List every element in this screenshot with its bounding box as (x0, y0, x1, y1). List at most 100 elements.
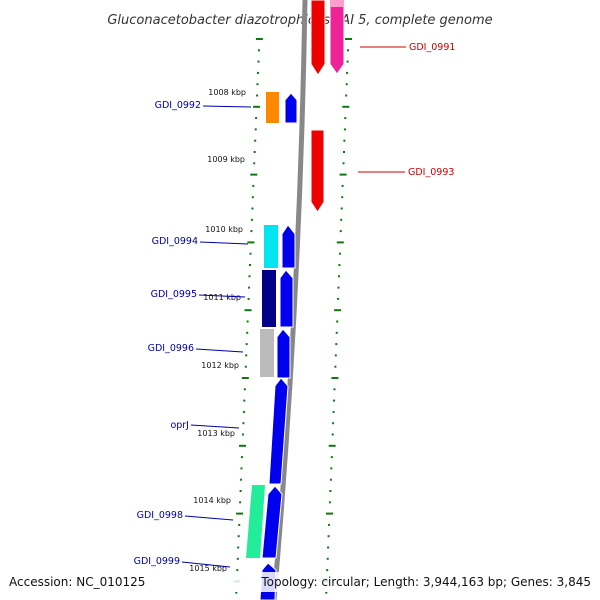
left-rail-tick (251, 196, 254, 199)
right-rail-tick (325, 591, 328, 594)
right-rail-tick (345, 38, 352, 40)
left-rail-tick (254, 139, 257, 142)
right-rail-tick (347, 49, 349, 52)
gene-label-oprj[interactable]: oprJ (170, 420, 189, 431)
left-rail-tick (239, 501, 242, 504)
leader-line-gdi-0998 (184, 515, 234, 521)
left-rail-tick (257, 60, 260, 63)
right-rail-tick (334, 354, 337, 357)
right-rail-tick (326, 557, 329, 560)
gene-label-gdi-0996[interactable]: GDI_0996 (148, 343, 194, 354)
gene-block-gdi-0996 (260, 329, 274, 377)
left-rail-tick (257, 49, 260, 52)
left-rail-tick (253, 151, 256, 153)
kbp-label-1012: 1012 kbp (201, 361, 239, 370)
left-rail-tick (255, 38, 263, 40)
right-rail-tick (334, 365, 337, 368)
kbp-label-1011: 1011 kbp (203, 293, 241, 302)
left-rail-tick (239, 490, 242, 492)
kbp-label-1010: 1010 kbp (205, 225, 243, 234)
gene-label-gdi-0993[interactable]: GDI_0993 (408, 167, 454, 178)
right-rail-tick (335, 343, 338, 346)
right-rail-tick (345, 83, 348, 86)
gene-label-gdi-0999[interactable]: GDI_0999 (134, 556, 180, 567)
left-rail-tick (241, 433, 244, 436)
kbp-label-1008: 1008 kbp (208, 88, 246, 97)
left-rail-tick (245, 343, 248, 346)
gene-label-gdi-0992[interactable]: GDI_0992 (155, 100, 201, 111)
gene-block-gdi-0995 (262, 270, 276, 327)
gene-block-gdi-0998 (246, 485, 265, 558)
left-rail-tick (242, 422, 245, 425)
right-rail-tick (333, 399, 335, 402)
gene-labels: GDI_0991 GDI_0992 GDI_0993 GDI_0994 GDI_… (134, 42, 455, 568)
leader-line-gdi-0995 (198, 294, 246, 298)
right-rail-tick (343, 128, 346, 131)
gene-arrow-gdi-0991[interactable] (310, 0, 326, 76)
left-rail-tick (250, 173, 258, 176)
kbp-label-1009: 1009 kbp (207, 155, 245, 164)
kbp-label-1014: 1014 kbp (193, 496, 231, 505)
left-rail-tick (244, 365, 247, 368)
right-rail-tick (341, 184, 344, 187)
gene-arrow-gdi-0994[interactable] (281, 224, 296, 269)
left-rail-tick (248, 286, 251, 289)
map-title: Gluconacetobacter diazotrophicus PAI 5, … (107, 13, 492, 28)
left-rail-tick (236, 569, 239, 572)
gene-arrow-gdi-0995[interactable] (279, 269, 294, 328)
right-rail-tick (336, 241, 344, 244)
gene-arrow-gdi-0998[interactable] (261, 485, 283, 559)
left-rail-tick (249, 264, 251, 266)
left-rail-tick (237, 546, 240, 549)
gene-label-gdi-0994[interactable]: GDI_0994 (152, 236, 198, 247)
gene-arrow-gdi-0996[interactable] (276, 328, 291, 379)
right-rail-tick (342, 162, 345, 165)
right-rail-tick (346, 60, 349, 63)
left-rail-tick (250, 218, 253, 221)
left-rail-tick (253, 105, 261, 108)
right-rail-tick (326, 569, 329, 572)
left-rail-tick (253, 162, 256, 165)
left-rail-tick (252, 184, 255, 187)
gene-block-gdi-0992 (266, 92, 279, 123)
right-rail-tick (343, 139, 346, 142)
right-rail-tick (333, 388, 336, 391)
right-rail-tick (329, 490, 332, 492)
left-rail-tick (246, 331, 249, 334)
gene-arrow-gdi-0993[interactable] (310, 129, 325, 213)
right-rail-tick (328, 501, 331, 504)
left-tick-rail (233, 38, 263, 594)
right-rail-tick (343, 151, 345, 153)
right-rail-tick (342, 105, 350, 108)
right-rail-tick (346, 71, 349, 74)
right-rail-tick (337, 286, 340, 289)
left-rail-tick (236, 557, 239, 560)
gene-arrow-gdi-0992[interactable] (284, 92, 298, 124)
left-rail-tick (250, 230, 253, 233)
left-rail-tick (239, 444, 246, 447)
right-rail-tick (340, 218, 343, 221)
left-rail-tick (254, 128, 257, 131)
right-rail-tick (335, 331, 338, 334)
gene-arrow-oprj[interactable] (268, 377, 289, 485)
left-rail-tick (235, 591, 238, 594)
right-rail-tick (328, 523, 330, 526)
left-rail-tick (240, 478, 243, 481)
leader-line-oprj (190, 424, 240, 429)
right-rail-tick (339, 230, 342, 233)
gene-label-gdi-0995[interactable]: GDI_0995 (151, 289, 197, 300)
left-rail-tick (251, 207, 254, 210)
accession-text: Accession: NC_010125 (9, 575, 145, 589)
right-rail-tick (332, 410, 335, 413)
gene-label-gdi-0991[interactable]: GDI_0991 (409, 42, 455, 53)
right-rail-tick (328, 444, 336, 447)
right-rail-tick (340, 207, 343, 210)
right-rail-tick (336, 320, 339, 323)
gene-label-gdi-0998[interactable]: GDI_0998 (137, 510, 183, 521)
gene-arrow-gdi-0991-cog[interactable] (329, 0, 345, 75)
left-rail-tick (247, 297, 250, 300)
right-rail-tick (337, 297, 340, 300)
leader-line-gdi-0994 (199, 241, 249, 245)
kbp-label-1013: 1013 kbp (197, 429, 235, 438)
kbp-label-1015: 1015 kbp (189, 564, 227, 573)
